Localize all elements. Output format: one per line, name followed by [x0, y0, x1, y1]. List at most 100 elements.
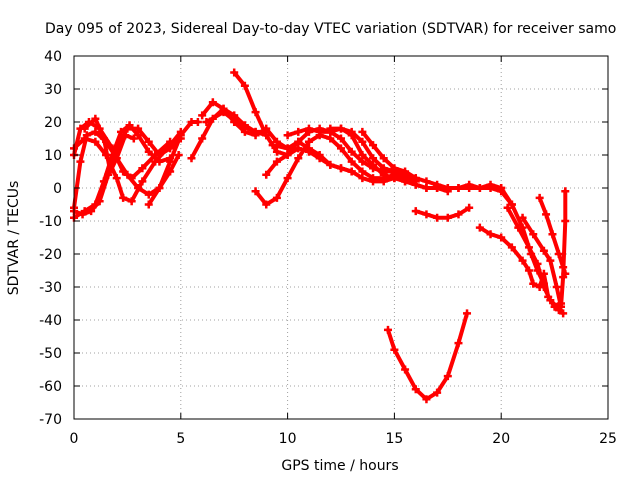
data-point — [475, 223, 484, 232]
data-point — [358, 151, 367, 159]
data-point — [411, 385, 420, 394]
data-point — [548, 230, 557, 239]
data-point — [283, 144, 292, 153]
data-point — [236, 121, 245, 130]
data-point — [91, 137, 100, 146]
data-point — [198, 111, 207, 120]
y-tick-label: 0 — [53, 181, 62, 197]
data-point — [559, 263, 568, 272]
data-point — [358, 167, 367, 176]
data-point — [524, 243, 533, 252]
y-tick-label: -60 — [39, 379, 62, 395]
x-tick-label: 15 — [385, 431, 403, 447]
data-point — [251, 187, 260, 196]
data-point — [272, 157, 281, 166]
data-point — [123, 124, 132, 133]
data-point — [326, 160, 335, 169]
data-point — [187, 154, 196, 163]
data-point — [95, 197, 104, 206]
data-point — [552, 283, 561, 291]
data-point — [561, 187, 570, 196]
data-point — [454, 339, 463, 348]
data-point — [144, 147, 153, 156]
data-point — [443, 372, 452, 381]
data-point — [422, 184, 431, 192]
data-point — [112, 154, 121, 163]
data-point — [112, 174, 121, 183]
data-point — [176, 131, 185, 140]
data-point — [262, 200, 271, 209]
series-s17 — [358, 127, 420, 183]
data-point — [542, 210, 551, 219]
data-point — [465, 184, 474, 192]
data-point — [443, 213, 452, 222]
data-point — [78, 210, 87, 219]
data-point — [138, 164, 147, 173]
data-point — [294, 137, 303, 146]
data-point — [546, 256, 555, 265]
data-point — [347, 157, 356, 166]
data-point — [486, 230, 495, 239]
data-point — [240, 81, 249, 90]
data-point — [454, 210, 463, 219]
data-point — [87, 207, 96, 216]
data-point — [383, 325, 392, 334]
series-s7 — [144, 118, 202, 209]
y-tick-label: 30 — [44, 82, 62, 98]
data-point — [337, 134, 345, 143]
data-point — [529, 279, 538, 288]
data-point — [283, 131, 292, 140]
data-point — [119, 167, 128, 176]
data-point — [337, 124, 345, 133]
data-point — [546, 296, 555, 305]
data-point — [369, 160, 378, 169]
data-point — [433, 213, 442, 222]
data-point — [144, 137, 153, 146]
data-point — [219, 108, 228, 117]
data-point — [401, 167, 410, 176]
data-point — [379, 170, 388, 179]
data-point — [106, 167, 115, 176]
data-point — [358, 137, 367, 146]
data-point — [411, 207, 420, 216]
data-point — [433, 388, 442, 397]
data-point — [80, 124, 89, 133]
data-point — [529, 230, 538, 239]
data-point — [422, 395, 431, 404]
data-point — [358, 127, 367, 136]
data-point — [91, 127, 100, 136]
data-point — [539, 246, 548, 255]
data-point — [230, 68, 239, 77]
data-point — [524, 266, 533, 275]
data-point — [76, 157, 85, 166]
y-tick-label: 10 — [44, 148, 62, 164]
data-point — [554, 250, 563, 258]
data-point — [174, 151, 183, 159]
y-tick-label: -10 — [39, 214, 62, 230]
data-point — [304, 124, 313, 133]
data-point — [433, 184, 442, 192]
x-tick-label: 20 — [492, 431, 510, 447]
data-point — [80, 134, 89, 143]
series-s6 — [80, 114, 138, 176]
data-point — [369, 174, 378, 183]
data-point — [193, 118, 202, 126]
series-s16 — [326, 124, 452, 196]
data-point — [443, 187, 452, 196]
series-s14 — [268, 137, 356, 176]
data-point — [262, 131, 271, 140]
data-point — [533, 259, 542, 268]
data-point — [166, 144, 175, 153]
data-point — [503, 203, 512, 212]
series-s19 — [411, 203, 474, 222]
y-tick-label: -40 — [39, 313, 62, 329]
data-point — [475, 184, 484, 192]
data-point — [315, 151, 324, 159]
data-point — [129, 134, 138, 143]
data-point — [401, 177, 410, 186]
y-tick-label: 40 — [44, 49, 62, 65]
data-point — [390, 174, 399, 183]
plot-border — [73, 55, 609, 420]
